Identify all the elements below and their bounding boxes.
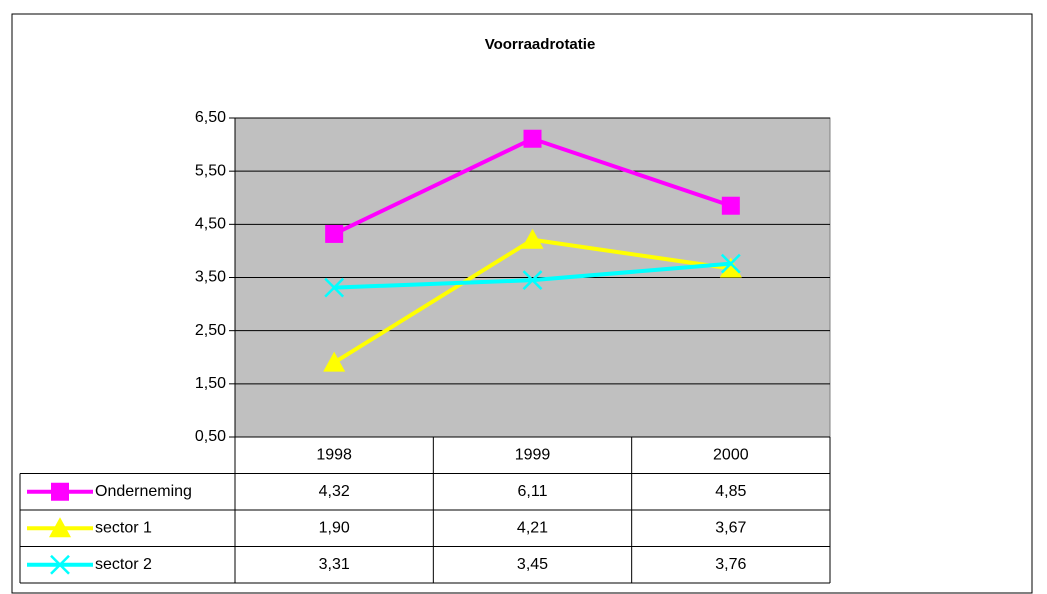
y-tick-label: 5,50 [195,162,226,179]
y-tick-label: 6,50 [195,109,226,126]
chart-title: Voorraadrotatie [485,36,596,53]
y-tick-label: 2,50 [195,322,226,339]
y-tick-label: 1,50 [195,375,226,392]
table-value: 4,21 [517,519,548,536]
legend-marker [50,554,70,575]
marker [521,228,544,249]
marker [325,224,344,243]
y-tick-label: 0,50 [195,428,226,445]
table-value: 1,90 [319,519,350,536]
marker [522,270,543,291]
marker [523,129,542,148]
table-value: 3,67 [715,519,746,536]
table-value: 3,76 [715,556,746,573]
marker [323,351,346,372]
table-value: 4,32 [319,483,350,500]
table-value: 3,31 [319,556,350,573]
legend-marker [51,482,69,501]
marker [720,253,741,274]
legend-marker [49,517,71,538]
legend-label: sector 1 [95,519,152,536]
x-tick-label: 1998 [316,446,352,463]
y-tick-label: 3,50 [195,269,226,286]
table-value: 6,11 [518,483,548,500]
marker [721,196,740,215]
marker [324,277,345,298]
x-tick-label: 1999 [515,446,551,463]
legend-label: sector 2 [95,556,152,573]
legend-label: Onderneming [95,483,192,500]
marker [719,257,742,278]
table-value: 3,45 [517,556,548,573]
x-tick-label: 2000 [713,446,749,463]
table-value: 4,85 [715,483,746,500]
y-tick-label: 4,50 [195,216,226,233]
